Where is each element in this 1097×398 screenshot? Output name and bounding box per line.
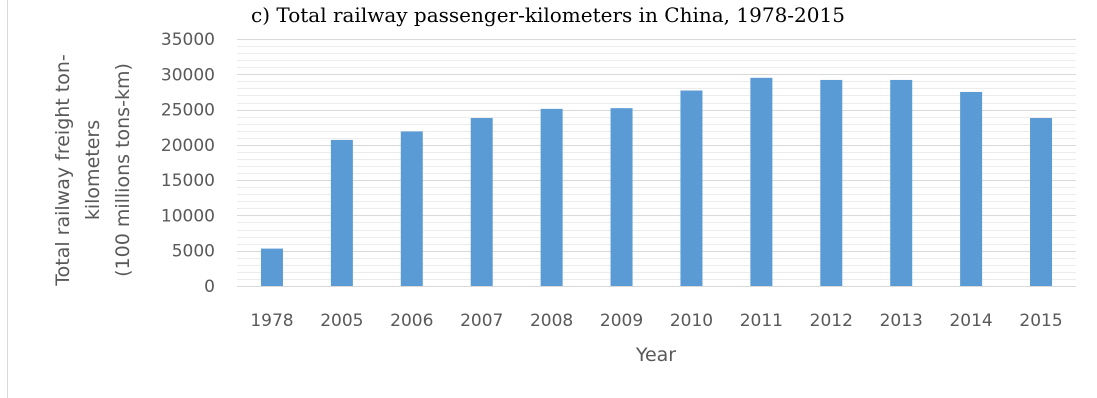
x-tick-label: 2015 <box>1019 311 1062 331</box>
bar-2013 <box>890 79 913 286</box>
x-tick-label: 2006 <box>390 311 433 331</box>
y-axis-title-line: (100 millions tons-km) <box>112 63 134 277</box>
x-axis-tick-labels: 1978 2005 2006 2007 2008 2009 2010 2011 2012 2013… <box>250 311 1062 331</box>
y-tick-label: 0 <box>204 277 215 297</box>
bar-2005 <box>330 139 353 286</box>
y-tick-label: 15000 <box>161 171 215 191</box>
x-axis-title: Year <box>635 344 676 366</box>
x-tick-label: 2010 <box>670 311 713 331</box>
gridlines <box>237 39 1076 287</box>
x-tick-label: 2011 <box>740 311 783 331</box>
y-axis-title: Total railway freight ton-kilometers (100… <box>52 54 134 287</box>
x-tick-label: 2009 <box>600 311 643 331</box>
bar-2014 <box>960 91 983 286</box>
bars <box>260 77 1053 286</box>
y-tick-label: 20000 <box>161 136 215 156</box>
bar-1978 <box>260 248 283 286</box>
y-tick-label: 5000 <box>172 242 215 262</box>
bar-2007 <box>470 118 493 286</box>
bar-2011 <box>750 77 773 286</box>
bar-2008 <box>540 108 563 286</box>
x-tick-label: 2012 <box>810 311 853 331</box>
bar-2015 <box>1030 118 1053 286</box>
y-axis-title-line: kilometers <box>82 120 104 220</box>
y-tick-label: 10000 <box>161 206 215 226</box>
bar-2012 <box>820 79 843 286</box>
x-tick-label: 2005 <box>320 311 363 331</box>
bar-2009 <box>610 108 633 286</box>
y-axis-tick-labels: 0 5000 10000 15000 20000 25000 30000 35000 <box>161 30 215 297</box>
x-tick-label: 2013 <box>880 311 923 331</box>
x-tick-label: 2014 <box>949 311 992 331</box>
bar-2010 <box>680 90 703 286</box>
bar-2006 <box>400 131 423 286</box>
chart-title: c) Total railway passenger-kilometers in… <box>251 3 845 27</box>
x-tick-label: 2007 <box>460 311 503 331</box>
y-tick-label: 35000 <box>161 30 215 50</box>
x-tick-label: 1978 <box>250 311 293 331</box>
y-tick-label: 25000 <box>161 101 215 121</box>
y-axis-title-line: Total railway freight ton- <box>52 54 74 287</box>
y-tick-label: 30000 <box>161 65 215 85</box>
x-tick-label: 2008 <box>530 311 573 331</box>
